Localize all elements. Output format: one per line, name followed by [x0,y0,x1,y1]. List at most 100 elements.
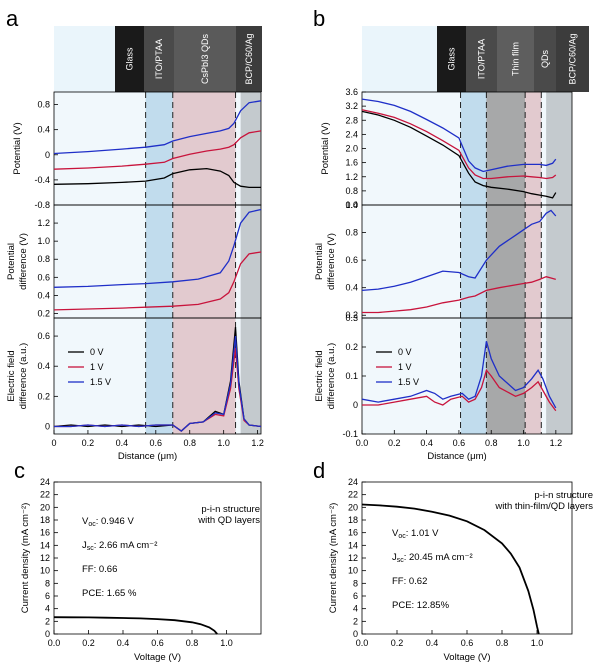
structure-label: p-i-n structure [201,504,260,515]
x-tick-label: 0.2 [82,638,95,648]
y-tick-label: 2.0 [345,144,358,154]
y-tick-label: 0 [45,421,50,431]
ff-label: FF: 0.66 [82,564,117,575]
y-tick-label: 0.8 [37,100,50,110]
x-axis-label: Distance (μm) [118,451,177,462]
x-tick-label: 0.2 [82,438,95,448]
legend-label: 1.5 V [90,377,111,387]
layer-block [556,26,589,92]
x-tick-label: 0.4 [426,638,439,648]
x-tick-label: 0.4 [117,638,130,648]
layer-label: Glass [447,47,457,71]
x-tick-label: 0.6 [453,438,466,448]
y-tick-label: 0.6 [37,331,50,341]
y-tick-label: 24 [40,477,50,487]
axes-frame [53,317,262,435]
y-tick-label: 10 [40,566,50,576]
layer-block [115,26,144,92]
x-tick-label: 1.0 [531,638,544,648]
layer-label: CsPbI3 QDs [200,33,210,84]
series-line [362,276,556,314]
y-tick-label: 0.6 [345,255,358,265]
voc-label: Voc: 0.946 V [82,516,134,528]
y-axis-label: difference (V) [18,233,29,290]
y-tick-label: 2.8 [345,115,358,125]
y-tick-label: 0 [45,150,50,160]
series-line [361,98,557,173]
y-axis-label: Electric field [6,350,17,401]
panel-letter: a [6,6,19,31]
jsc-label: Jsc: 2.66 mA cm⁻² [82,540,157,552]
y-tick-label: 6 [45,591,50,601]
y-tick-label: 0.2 [345,310,358,320]
x-tick-label: 1.2 [251,438,264,448]
layer-label: ITO/PTAA [477,39,487,79]
x-tick-label: 0.2 [391,638,404,648]
panel-letter: b [313,6,325,31]
layer-block [362,26,437,92]
x-tick-label: 1.2 [550,438,563,448]
y-tick-label: 22 [348,490,358,500]
y-tick-label: 0.8 [37,254,50,264]
y-tick-label: 0.6 [37,272,50,282]
y-tick-label: 12 [348,553,358,563]
layer-block [534,26,556,92]
y-tick-label: 0.8 [345,186,358,196]
y-tick-label: 4 [353,604,358,614]
y-tick-label: 0.4 [345,283,358,293]
layer-block [54,26,115,92]
y-tick-label: 0 [45,629,50,639]
x-axis-label: Distance (μm) [427,451,486,462]
series-line [53,167,261,189]
legend-label: 0 V [398,347,412,357]
y-axis-label: Potential [314,243,325,280]
series-line [362,368,557,412]
jsc-label: Jsc: 20.45 mA cm⁻² [392,552,473,564]
layer-label: Thin film [511,42,521,76]
series-line [53,208,262,288]
y-axis-label: Current density (mA cm⁻²) [20,503,31,614]
x-tick-label: 0.4 [116,438,129,448]
y-axis-label: difference (a.u.) [18,343,29,409]
x-tick-label: 0.8 [485,438,498,448]
y-tick-label: 3.6 [345,87,358,97]
y-tick-label: 4 [45,604,50,614]
y-tick-label: 8 [353,578,358,588]
y-tick-label: 0.2 [37,391,50,401]
y-tick-label: 24 [348,477,358,487]
layer-label: BCP/C60/Ag [244,33,254,84]
y-tick-label: 2.4 [345,129,358,139]
layer-region [546,92,572,434]
layer-block [497,26,534,92]
y-tick-label: 0 [353,400,358,410]
y-tick-label: 0.2 [345,342,358,352]
y-tick-label: 1.2 [345,172,358,182]
axes-frame [53,481,262,635]
y-tick-label: 0.4 [37,290,50,300]
legend-label: 1 V [90,362,104,372]
layer-region [240,92,261,434]
y-tick-label: -0.4 [34,175,50,185]
layer-label: QDs [540,50,550,69]
y-tick-label: 1.0 [37,236,50,246]
y-tick-label: -0.8 [34,200,50,210]
y-axis-label: Current density (mA cm⁻²) [328,503,339,614]
y-tick-label: 18 [40,515,50,525]
layer-label: BCP/C60/Ag [568,33,578,84]
y-tick-label: 8 [45,578,50,588]
series-line [361,209,557,292]
y-tick-label: 0.4 [345,200,358,210]
layer-label: Glass [125,47,135,71]
legend-label: 1 V [398,362,412,372]
y-tick-label: 3.2 [345,101,358,111]
x-tick-label: 0.0 [48,638,61,648]
x-tick-label: 0.8 [183,438,196,448]
x-tick-label: 0.0 [356,438,369,448]
pce-label: PCE: 1.65 % [82,588,137,599]
y-axis-label: difference (a.u.) [326,343,337,409]
y-tick-label: 0.8 [345,228,358,238]
y-tick-label: 12 [40,553,50,563]
jv-curve [53,616,218,635]
x-tick-label: 1.0 [217,438,230,448]
